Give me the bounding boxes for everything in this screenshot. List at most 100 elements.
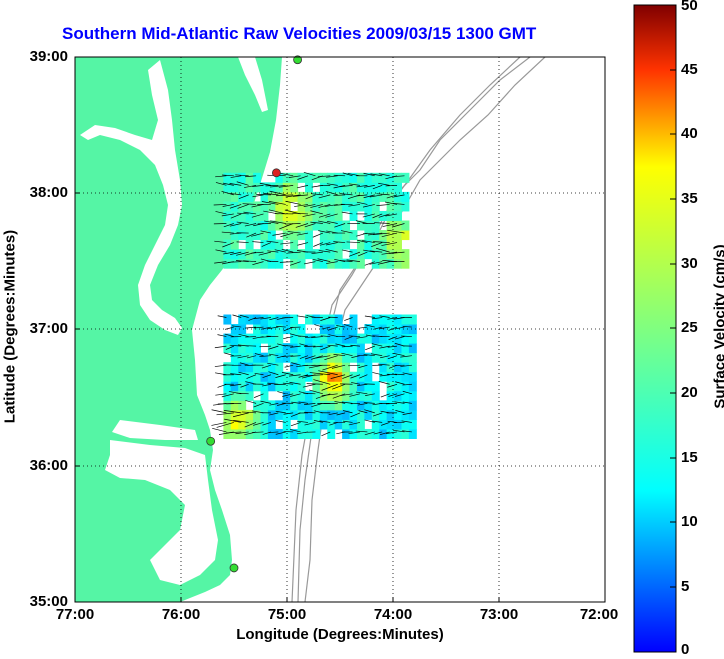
velocity-cell (267, 258, 276, 269)
velocity-cell (267, 182, 276, 193)
velocity-arrow (394, 401, 405, 404)
velocity-arrow (279, 261, 294, 263)
velocity-arrow (343, 420, 353, 423)
velocity-arrow (386, 194, 398, 199)
station-marker-red (271, 168, 281, 178)
velocity-arrow (261, 364, 272, 369)
velocity-arrow (402, 390, 412, 395)
velocity-cell (379, 409, 388, 420)
velocity-cell (290, 428, 299, 439)
velocity-cell (230, 172, 239, 183)
velocity-arrow (252, 185, 264, 187)
velocity-arrow (294, 204, 309, 207)
velocity-arrow (335, 343, 346, 347)
velocity-cell (290, 343, 299, 354)
velocity-arrow (297, 420, 309, 423)
velocity-cell (334, 182, 343, 193)
velocity-cell (319, 258, 328, 269)
velocity-arrow (302, 383, 316, 388)
velocity-arrow (372, 420, 383, 423)
velocity-cell (371, 210, 380, 221)
velocity-cell (379, 239, 388, 250)
velocity-cell (223, 314, 232, 325)
velocity-cell (253, 343, 261, 354)
velocity-cell (238, 409, 247, 420)
velocity-arrow (214, 364, 227, 367)
velocity-cell (267, 191, 276, 202)
velocity-arrow (211, 409, 227, 414)
velocity-arrow (275, 420, 286, 423)
velocity-cell (401, 249, 410, 260)
velocity-arrow (304, 336, 316, 339)
velocity-arrow (248, 317, 257, 321)
velocity-arrow (304, 374, 323, 377)
velocity-arrow (328, 412, 338, 416)
velocity-arrow (224, 352, 234, 356)
velocity-cell (379, 230, 388, 241)
velocity-arrow (378, 326, 390, 330)
velocity-arrow (251, 232, 264, 237)
velocity-arrow (297, 175, 309, 180)
velocity-cell (245, 371, 254, 382)
velocity-arrow (304, 422, 316, 426)
velocity-cell (342, 239, 351, 250)
velocity-cell (238, 333, 247, 344)
velocity-cell (275, 314, 284, 325)
velocity-cell (245, 390, 254, 401)
velocity-cell (297, 333, 306, 344)
velocity-cell (319, 381, 328, 392)
velocity-arrow (311, 336, 323, 339)
velocity-cell (379, 371, 388, 382)
velocity-arrow (325, 213, 338, 218)
velocity-cell (245, 409, 254, 420)
velocity-cell (275, 258, 284, 269)
velocity-cell (394, 371, 402, 382)
velocity-arrow (242, 203, 257, 205)
velocity-cell (334, 249, 343, 260)
velocity-cell (342, 362, 351, 373)
velocity-field (211, 171, 417, 439)
velocity-arrow (246, 374, 257, 379)
velocity-arrow (371, 343, 383, 347)
velocity-cell (327, 381, 336, 392)
velocity-cell (275, 400, 284, 411)
velocity-cell (334, 191, 343, 202)
velocity-cell (334, 343, 343, 354)
velocity-cell (401, 333, 410, 344)
velocity-arrow (310, 204, 323, 208)
velocity-cell (312, 210, 321, 221)
velocity-cell (342, 352, 351, 363)
velocity-arrow (393, 353, 405, 357)
velocity-cell (334, 172, 343, 183)
velocity-arrow (212, 427, 227, 433)
velocity-cell (290, 230, 299, 241)
velocity-arrow (275, 410, 286, 414)
velocity-cell (401, 230, 410, 241)
velocity-cell (253, 409, 261, 420)
velocity-cell (364, 362, 373, 373)
velocity-cell (386, 239, 395, 250)
velocity-arrow (358, 364, 368, 369)
velocity-cell (408, 314, 417, 325)
velocity-cell (223, 343, 232, 354)
velocity-arrow (304, 223, 316, 228)
velocity-cell (349, 210, 358, 221)
velocity-arrow (238, 194, 249, 200)
velocity-cell (253, 249, 261, 260)
velocity-cell (223, 258, 232, 269)
velocity-cell (223, 390, 232, 401)
velocity-arrow (388, 326, 398, 331)
velocity-cell (305, 400, 313, 411)
velocity-cell (238, 220, 247, 231)
velocity-arrow (268, 345, 279, 350)
velocity-cell (253, 172, 261, 183)
velocity-arrow (326, 230, 338, 234)
velocity-arrow (320, 345, 331, 351)
velocity-cell (349, 400, 358, 411)
velocity-arrow (379, 345, 390, 349)
velocity-cell (319, 362, 328, 373)
velocity-arrow (268, 201, 286, 205)
velocity-arrow (223, 223, 234, 228)
velocity-cell (290, 210, 299, 221)
velocity-arrow (216, 422, 234, 428)
